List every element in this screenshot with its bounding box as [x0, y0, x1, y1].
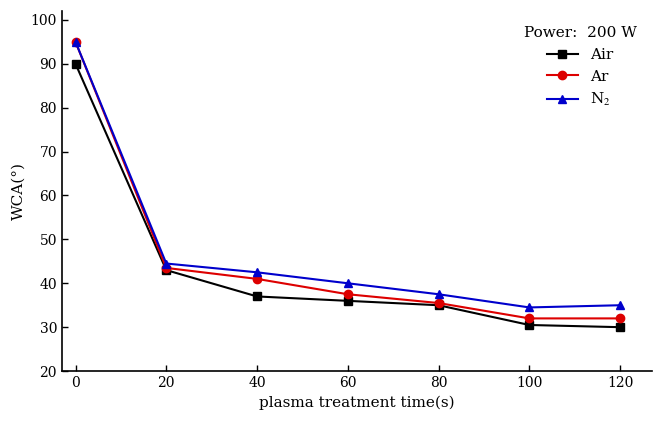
N$_2$: [162, 261, 170, 266]
Air: [525, 322, 533, 328]
Air: [162, 268, 170, 273]
Ar: [435, 301, 443, 306]
Ar: [253, 276, 261, 281]
N$_2$: [344, 281, 352, 286]
Y-axis label: WCA(°): WCA(°): [11, 162, 25, 220]
Line: Air: Air: [72, 60, 625, 331]
Ar: [162, 265, 170, 270]
N$_2$: [72, 39, 80, 44]
Air: [253, 294, 261, 299]
N$_2$: [253, 270, 261, 275]
Air: [72, 61, 80, 67]
N$_2$: [525, 305, 533, 310]
Ar: [344, 292, 352, 297]
Ar: [72, 39, 80, 44]
Air: [616, 325, 624, 330]
Legend: Air, Ar, N$_2$: Air, Ar, N$_2$: [516, 19, 644, 116]
Ar: [525, 316, 533, 321]
Line: N$_2$: N$_2$: [72, 37, 625, 312]
Air: [344, 298, 352, 304]
N$_2$: [435, 292, 443, 297]
Line: Ar: Ar: [72, 37, 625, 322]
Air: [435, 303, 443, 308]
N$_2$: [616, 303, 624, 308]
Ar: [616, 316, 624, 321]
X-axis label: plasma treatment time(s): plasma treatment time(s): [259, 395, 455, 410]
